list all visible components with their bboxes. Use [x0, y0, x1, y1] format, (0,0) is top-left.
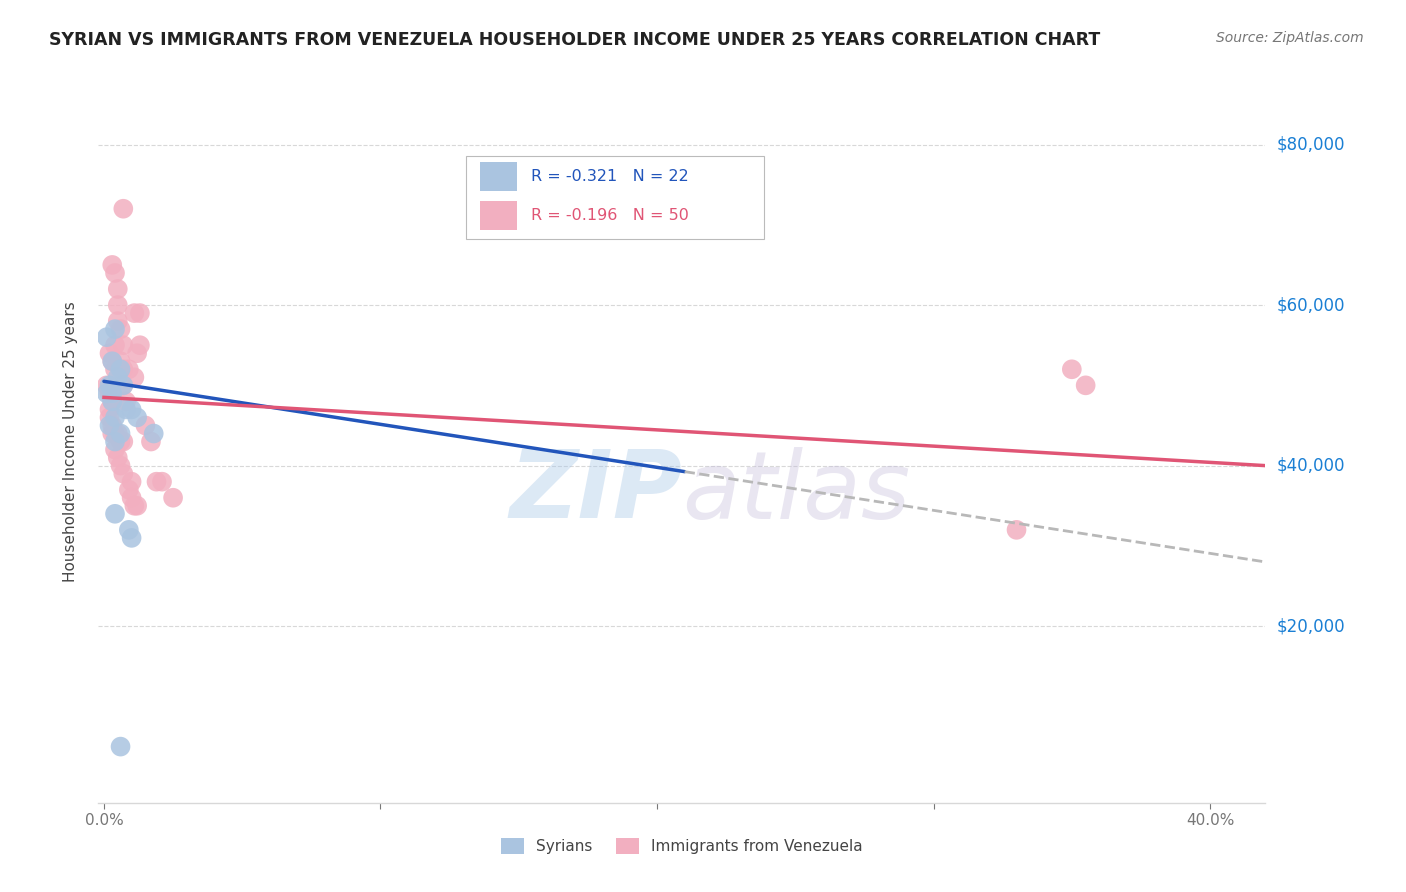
Point — [96, 330, 118, 344]
Point — [118, 523, 141, 537]
Point — [104, 362, 127, 376]
Point — [124, 499, 146, 513]
Point — [121, 531, 143, 545]
Point — [121, 491, 143, 505]
Point — [98, 418, 121, 433]
Point — [98, 402, 121, 417]
Point — [124, 370, 146, 384]
Point — [142, 426, 165, 441]
Text: $60,000: $60,000 — [1277, 296, 1346, 314]
Point — [96, 378, 118, 392]
Point — [129, 338, 152, 352]
Point — [101, 258, 124, 272]
Text: $40,000: $40,000 — [1277, 457, 1346, 475]
Point — [115, 402, 138, 417]
Point — [110, 322, 132, 336]
Point — [118, 483, 141, 497]
Point — [112, 362, 135, 376]
Text: Source: ZipAtlas.com: Source: ZipAtlas.com — [1216, 31, 1364, 45]
Point — [107, 370, 129, 384]
Point — [110, 458, 132, 473]
Point — [112, 434, 135, 449]
Point — [110, 426, 132, 441]
Text: ZIP: ZIP — [509, 446, 682, 538]
Point — [145, 475, 167, 489]
Point — [127, 346, 149, 360]
Point — [127, 410, 149, 425]
Point — [107, 426, 129, 441]
Point — [104, 426, 127, 441]
Point — [107, 314, 129, 328]
Y-axis label: Householder Income Under 25 years: Householder Income Under 25 years — [63, 301, 77, 582]
Point — [112, 338, 135, 352]
Point — [110, 362, 132, 376]
Text: atlas: atlas — [682, 447, 910, 538]
Point — [104, 434, 127, 449]
Point — [162, 491, 184, 505]
Point — [112, 202, 135, 216]
Point — [101, 354, 124, 368]
Point — [101, 418, 124, 433]
Point — [134, 418, 156, 433]
Point — [98, 386, 121, 401]
Point — [1060, 362, 1083, 376]
Point — [112, 378, 135, 392]
Point — [101, 394, 124, 409]
Point — [104, 322, 127, 336]
Point — [98, 378, 121, 392]
Point — [101, 354, 124, 368]
Point — [112, 378, 135, 392]
Point — [110, 354, 132, 368]
Point — [121, 475, 143, 489]
Point — [129, 306, 152, 320]
Point — [104, 266, 127, 280]
Text: SYRIAN VS IMMIGRANTS FROM VENEZUELA HOUSEHOLDER INCOME UNDER 25 YEARS CORRELATIO: SYRIAN VS IMMIGRANTS FROM VENEZUELA HOUS… — [49, 31, 1101, 49]
Point — [101, 386, 124, 401]
FancyBboxPatch shape — [465, 156, 763, 239]
Point — [115, 394, 138, 409]
Point — [150, 475, 173, 489]
Point — [110, 739, 132, 754]
Point — [1074, 378, 1097, 392]
Point — [98, 346, 121, 360]
Point — [104, 507, 127, 521]
Point — [1005, 523, 1028, 537]
Point — [118, 362, 141, 376]
Point — [112, 467, 135, 481]
Text: $20,000: $20,000 — [1277, 617, 1346, 635]
Point — [101, 426, 124, 441]
Point — [124, 306, 146, 320]
Point — [104, 442, 127, 457]
Text: $80,000: $80,000 — [1277, 136, 1346, 153]
Point — [107, 298, 129, 312]
Point — [121, 402, 143, 417]
Text: R = -0.196   N = 50: R = -0.196 N = 50 — [531, 208, 689, 223]
Point — [104, 338, 127, 352]
Point — [110, 434, 132, 449]
FancyBboxPatch shape — [479, 201, 517, 230]
Point — [98, 410, 121, 425]
Point — [127, 499, 149, 513]
Text: R = -0.321   N = 22: R = -0.321 N = 22 — [531, 169, 689, 184]
Point — [107, 450, 129, 465]
Point — [107, 282, 129, 296]
FancyBboxPatch shape — [479, 162, 517, 191]
Point — [139, 434, 162, 449]
Point — [96, 386, 118, 401]
Legend: Syrians, Immigrants from Venezuela: Syrians, Immigrants from Venezuela — [495, 832, 869, 860]
Point — [101, 394, 124, 409]
Point — [104, 410, 127, 425]
